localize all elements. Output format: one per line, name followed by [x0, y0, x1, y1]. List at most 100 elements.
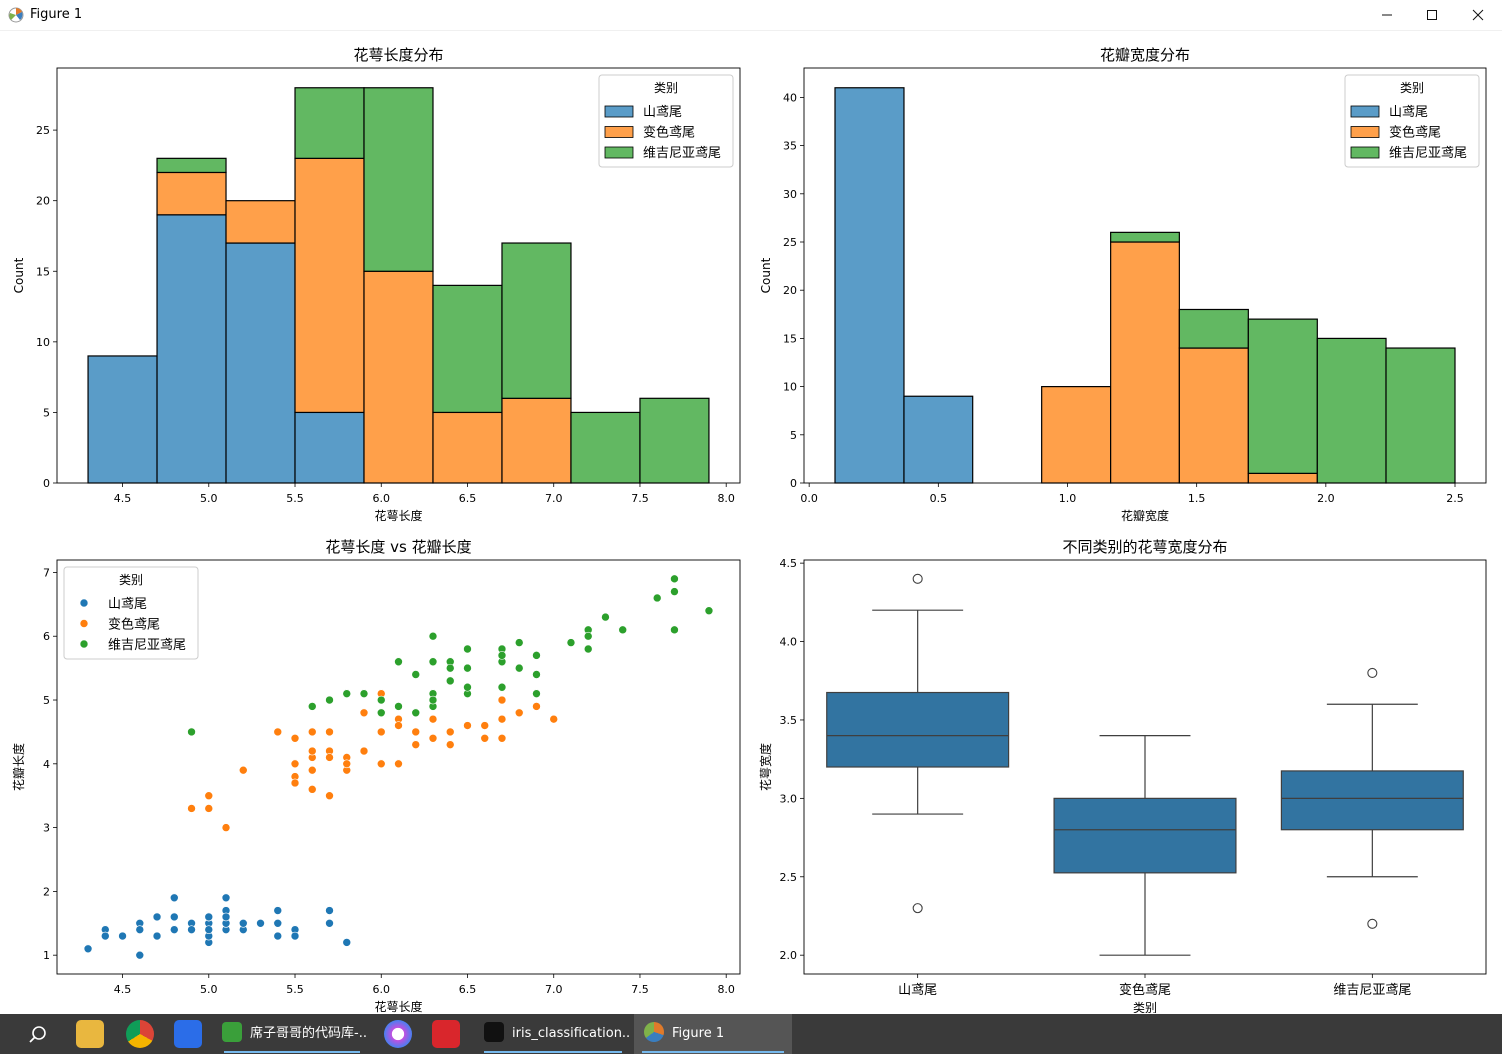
x-axis-label: 类别	[1133, 1001, 1157, 1013]
hist-bar-维吉尼亚鸢尾	[156, 157, 227, 174]
y-tick-label: 4	[43, 758, 50, 771]
scatter-point-变色鸢尾	[411, 727, 421, 737]
wps-icon[interactable]	[432, 1020, 460, 1048]
legend-box	[63, 566, 199, 660]
scatter-point-变色鸢尾	[532, 702, 541, 711]
legend-label: 山鸢尾	[1389, 105, 1428, 120]
search-icon[interactable]	[28, 1025, 48, 1045]
y-tick-label: 2.0	[780, 949, 798, 962]
matplotlib-app-icon	[8, 7, 24, 23]
hist-bar-山鸢尾	[834, 87, 905, 484]
scatter-point-维吉尼亚鸢尾	[514, 638, 524, 647]
x-tick-label: 0.5	[930, 492, 948, 505]
hist-bar-山鸢尾	[87, 355, 158, 484]
scatter-point-维吉尼亚鸢尾	[411, 708, 421, 718]
legend-swatch	[604, 146, 634, 159]
hist-bar-维吉尼亚鸢尾	[432, 284, 503, 414]
hist-bar-变色鸢尾	[225, 200, 296, 244]
hist-bar-维吉尼亚鸢尾	[1247, 318, 1318, 474]
scatter-point-山鸢尾	[169, 893, 179, 903]
scatter-point-变色鸢尾	[187, 804, 196, 813]
x-tick-label: 5.0	[200, 983, 218, 996]
scatter-point-变色鸢尾	[497, 695, 507, 705]
scatter-point-维吉尼亚鸢尾	[601, 612, 610, 622]
file-explorer-icon[interactable]	[76, 1020, 104, 1048]
maximize-icon	[1427, 10, 1437, 20]
hist-bar-变色鸢尾	[294, 157, 365, 414]
taskbar: 席子哥哥的代码库-... iris_classification.... Fig…	[0, 1014, 1502, 1054]
taskbar-task-label: 席子哥哥的代码库-...	[250, 1026, 368, 1041]
legend-title: 类别	[1400, 81, 1424, 95]
y-tick-label: 15	[36, 265, 50, 278]
legend-box	[1344, 74, 1480, 168]
browser-app-icon	[222, 1022, 242, 1042]
hist-bar-变色鸢尾	[1110, 241, 1180, 484]
legend-label: 山鸢尾	[643, 105, 682, 120]
chart-title: 花萼长度分布	[353, 46, 443, 64]
taskbar-task-browser[interactable]: 席子哥哥的代码库-...	[216, 1014, 368, 1054]
scatter-point-山鸢尾	[290, 931, 300, 941]
window-titlebar: Figure 1	[0, 0, 1502, 31]
histogram-chart-1: 花萼长度分布 0 5 10 15 20 25 Count 4.5 5.0 5.5 6.0 6.5 7.0 7…	[12, 46, 741, 523]
scatter-point-维吉尼亚鸢尾	[376, 708, 386, 718]
x-axis-label: 花萼长度	[374, 999, 422, 1013]
y-tick-label: 35	[783, 140, 797, 153]
scatter-point-变色鸢尾	[307, 765, 317, 775]
editor-app-icon	[484, 1022, 504, 1042]
x-tick-label: 6.5	[459, 492, 477, 505]
chrome-icon[interactable]	[126, 1020, 154, 1048]
y-tick-label: 25	[36, 124, 50, 137]
histogram-chart-2: 花瓣宽度分布 0 5 10 15 20 25 30 35 40 Count 0.0 0.5 1.0 1.5 2…	[759, 46, 1487, 523]
ai-browser-icon[interactable]	[384, 1020, 412, 1048]
y-tick-label: 15	[783, 332, 797, 345]
scatter-point-维吉尼亚鸢尾	[394, 702, 403, 711]
scatter-point-变色鸢尾	[411, 740, 421, 749]
taskbar-task-indicator	[642, 1051, 784, 1053]
axes-frame	[56, 559, 741, 975]
hist-bar-维吉尼亚鸢尾	[363, 87, 434, 272]
scatter-point-变色鸢尾	[359, 708, 369, 718]
hist-bar-维吉尼亚鸢尾	[1178, 308, 1249, 349]
box-iqr	[1053, 797, 1237, 874]
taskbar-task-figure[interactable]: Figure 1	[634, 1014, 792, 1054]
scatter-point-山鸢尾	[204, 912, 214, 922]
x-tick-label: 2.0	[1317, 492, 1335, 505]
scatter-point-维吉尼亚鸢尾	[497, 651, 507, 660]
scatter-point-变色鸢尾	[480, 733, 490, 743]
legend-label: 变色鸢尾	[1389, 125, 1441, 141]
x-tick-label: 7.0	[545, 983, 563, 996]
scatter-point-维吉尼亚鸢尾	[652, 593, 662, 603]
scatter-point-山鸢尾	[169, 925, 179, 934]
scatter-point-维吉尼亚鸢尾	[670, 625, 679, 635]
scatter-point-变色鸢尾	[307, 727, 317, 737]
close-button[interactable]	[1455, 0, 1501, 30]
scatter-point-维吉尼亚鸢尾	[187, 727, 196, 737]
minimize-button[interactable]	[1364, 0, 1410, 30]
scatter-point-山鸢尾	[238, 918, 248, 928]
scatter-point-山鸢尾	[325, 906, 334, 915]
scatter-point-维吉尼亚鸢尾	[514, 663, 524, 673]
maximize-button[interactable]	[1409, 0, 1455, 30]
hist-bar-变色鸢尾	[1247, 472, 1318, 484]
taskbar-task-label: Figure 1	[672, 1026, 725, 1041]
hist-bar-维吉尼亚鸢尾	[294, 87, 365, 159]
hist-bar-维吉尼亚鸢尾	[1385, 347, 1456, 484]
scatter-point-维吉尼亚鸢尾	[307, 702, 317, 711]
taskbar-task-editor[interactable]: iris_classification....	[476, 1014, 630, 1054]
legend-marker	[79, 619, 89, 628]
axes-frame	[803, 67, 1487, 484]
scatter-point-维吉尼亚鸢尾	[497, 682, 507, 692]
scatter-point-变色鸢尾	[480, 721, 490, 730]
scatter-point-维吉尼亚鸢尾	[463, 682, 472, 692]
scatter-point-山鸢尾	[135, 925, 145, 934]
scatter-point-维吉尼亚鸢尾	[532, 689, 541, 698]
ai-assistant-icon[interactable]	[174, 1020, 202, 1048]
scatter-point-变色鸢尾	[273, 727, 283, 737]
x-tick-label: 维吉尼亚鸢尾	[1333, 983, 1411, 998]
scatter-point-山鸢尾	[100, 931, 110, 941]
legend-label: 维吉尼亚鸢尾	[643, 146, 721, 161]
scatter-point-维吉尼亚鸢尾	[428, 657, 438, 667]
scatter-point-变色鸢尾	[428, 714, 438, 724]
y-axis-label: 花瓣长度	[11, 743, 26, 791]
scatter-point-山鸢尾	[152, 912, 162, 922]
